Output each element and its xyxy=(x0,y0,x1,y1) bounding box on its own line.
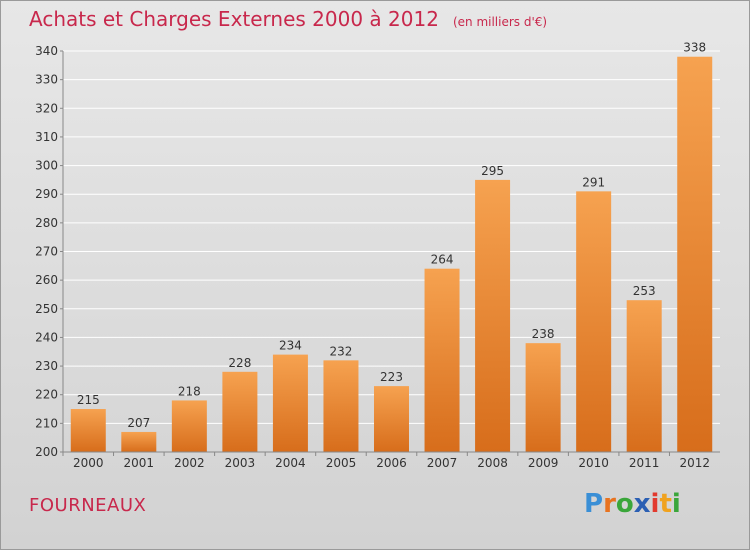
y-tick-label: 280 xyxy=(35,216,58,230)
bar-2002[interactable] xyxy=(171,400,207,452)
bar-2007[interactable] xyxy=(424,268,460,452)
data-label: 295 xyxy=(481,164,504,178)
data-label: 291 xyxy=(582,175,605,189)
bar-2005[interactable] xyxy=(323,360,359,452)
bar-2004[interactable] xyxy=(272,354,308,452)
x-tick-label: 2007 xyxy=(427,456,458,470)
y-tick-label: 300 xyxy=(35,159,58,173)
y-tick-label: 310 xyxy=(35,130,58,144)
bar-2001[interactable] xyxy=(121,431,157,452)
x-axis: 2000 2001 2002 2003 2004 2005 2006 2007 2008 2009… xyxy=(62,452,710,470)
x-tick-label: 2008 xyxy=(477,456,508,470)
data-label: 264 xyxy=(431,253,454,267)
data-label: 338 xyxy=(683,41,706,55)
y-tick-label: 340 xyxy=(35,44,58,58)
y-tick-label: 270 xyxy=(35,245,58,259)
bar-2006[interactable] xyxy=(374,386,409,452)
data-label: 215 xyxy=(77,393,100,407)
y-tick-label: 260 xyxy=(35,273,58,287)
y-tick-label: 220 xyxy=(35,388,58,402)
data-label: 207 xyxy=(127,416,150,430)
x-tick-label: 2003 xyxy=(225,456,256,470)
x-tick-label: 2012 xyxy=(679,456,710,470)
x-tick-label: 2001 xyxy=(124,456,155,470)
x-tick-label: 2000 xyxy=(73,456,104,470)
x-tick-label: 2005 xyxy=(326,456,357,470)
bar-2009[interactable] xyxy=(525,343,561,452)
data-label: 223 xyxy=(380,370,403,384)
chart-title-text: Achats et Charges Externes 2000 à 2012 xyxy=(29,7,439,31)
data-label: 238 xyxy=(532,327,555,341)
logo-letter: i xyxy=(650,489,660,519)
logo-letter: i xyxy=(671,489,681,519)
data-labels: 215 207 218 228 234 232 223 264 295 238 291 253 338 xyxy=(77,41,706,430)
commune-name: FOURNEAUX xyxy=(29,495,147,516)
x-tick-label: 2011 xyxy=(629,456,660,470)
y-tick-label: 200 xyxy=(35,445,58,459)
logo-letter: x xyxy=(633,489,651,519)
bar-2012[interactable] xyxy=(677,56,713,452)
x-tick-label: 2009 xyxy=(528,456,559,470)
logo-letter: o xyxy=(615,489,634,519)
data-label: 228 xyxy=(228,356,251,370)
bars xyxy=(70,56,713,452)
bar-2008[interactable] xyxy=(475,179,511,452)
y-tick-label: 330 xyxy=(35,73,58,87)
logo-letter: P xyxy=(584,489,604,519)
data-label: 232 xyxy=(330,344,353,358)
bar-2003[interactable] xyxy=(222,371,258,452)
y-tick-label: 250 xyxy=(35,302,58,316)
proxiti-logo[interactable]: Proxiti xyxy=(584,489,681,519)
x-tick-label: 2002 xyxy=(174,456,205,470)
y-tick-label: 240 xyxy=(35,330,58,344)
y-axis: 200 210 220 230 240 250 260 270 280 290 300 310 320 3… xyxy=(35,44,720,459)
data-label: 218 xyxy=(178,384,201,398)
bar-2000[interactable] xyxy=(70,409,106,452)
chart-title: Achats et Charges Externes 2000 à 2012 (e… xyxy=(29,7,547,31)
data-label: 234 xyxy=(279,339,302,353)
y-tick-label: 320 xyxy=(35,101,58,115)
x-tick-label: 2004 xyxy=(275,456,306,470)
logo-letter: r xyxy=(603,489,616,519)
x-tick-label: 2006 xyxy=(376,456,407,470)
y-tick-label: 210 xyxy=(35,416,58,430)
logo-letter: t xyxy=(659,489,672,519)
y-tick-label: 290 xyxy=(35,187,58,201)
y-tick-label: 230 xyxy=(35,359,58,373)
bar-2010[interactable] xyxy=(576,191,612,452)
chart-unit: (en milliers d'€) xyxy=(452,15,548,29)
data-label: 253 xyxy=(633,284,656,298)
x-tick-label: 2010 xyxy=(578,456,609,470)
bar-2011[interactable] xyxy=(626,300,662,452)
